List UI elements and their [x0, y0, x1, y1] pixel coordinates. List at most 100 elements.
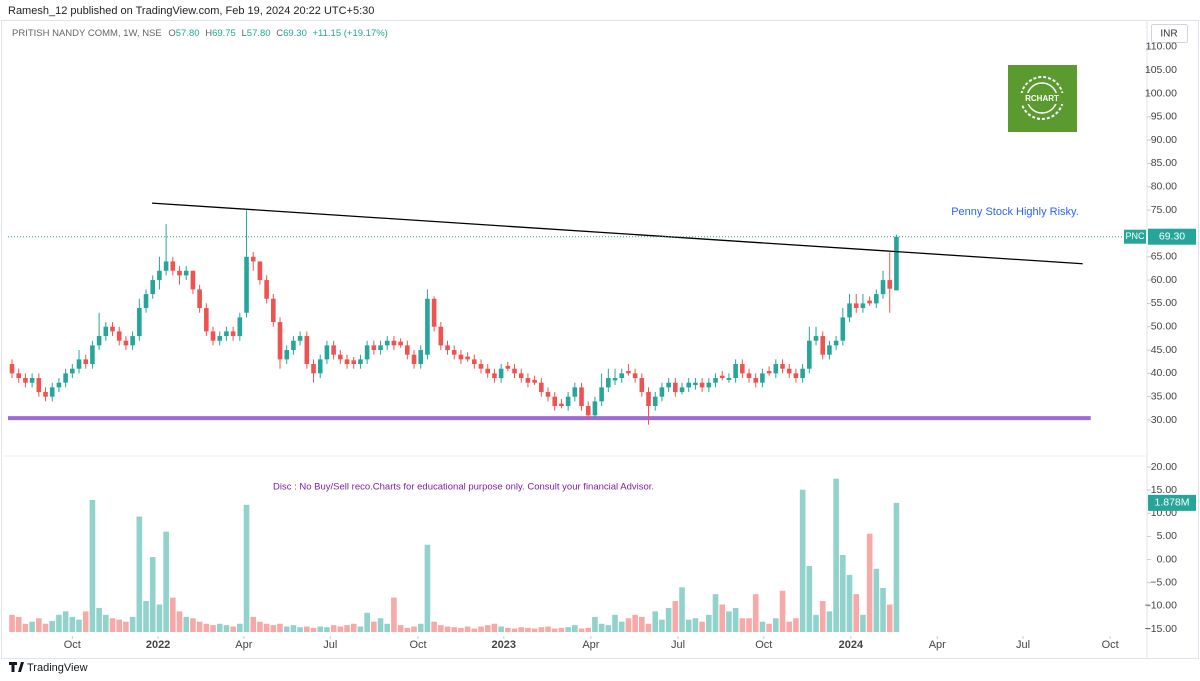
candle-body — [800, 368, 805, 379]
legend-label: H — [205, 28, 212, 39]
volume-bar — [886, 604, 893, 632]
candle-body — [250, 256, 256, 262]
volume-bar — [109, 618, 116, 632]
price-tag: 69.30 — [1159, 230, 1185, 242]
candles — [9, 210, 899, 425]
volume-bar — [826, 611, 833, 632]
candle-body — [291, 340, 296, 351]
candle-body — [217, 336, 223, 341]
volume-bar — [746, 618, 752, 632]
volume-bar — [652, 611, 659, 632]
volume-bar — [531, 628, 538, 632]
currency-box[interactable] — [1151, 24, 1188, 43]
candle-body — [378, 345, 383, 351]
candle-body — [103, 326, 109, 337]
volume-bar — [692, 618, 699, 632]
candle-body — [599, 387, 604, 402]
logo: RCHART — [1008, 65, 1077, 132]
candle-body — [244, 256, 249, 313]
candle-body — [659, 387, 665, 397]
x-tick-label: Apr — [235, 639, 252, 651]
legend-value: 69.30 — [283, 28, 307, 39]
volume-bar — [511, 628, 518, 632]
volume-bar — [29, 621, 35, 632]
volume-bar — [49, 621, 56, 632]
volume-bar — [210, 625, 216, 632]
volume-bar — [444, 626, 451, 632]
candle-body — [847, 303, 852, 318]
volume-bar — [371, 621, 377, 632]
candle-body — [63, 373, 68, 383]
candle-body — [230, 331, 236, 337]
candle-body — [740, 364, 745, 374]
volume-bar — [592, 616, 598, 632]
volume-bar — [9, 614, 15, 632]
volume-bar — [364, 612, 370, 632]
legend-value: 57.80 — [247, 28, 271, 39]
volume-bar — [498, 626, 504, 632]
volume-bar — [344, 625, 350, 632]
candle-body — [83, 359, 89, 365]
candle-body — [237, 317, 243, 337]
volume-bar — [699, 621, 705, 632]
volume-bar — [866, 533, 873, 632]
volume-bar — [243, 504, 250, 632]
candle-body — [465, 356, 470, 360]
legend-label: O — [168, 28, 175, 39]
volume-bar — [806, 566, 813, 632]
candle-body — [525, 378, 531, 383]
y-tick-label: 45.00 — [1151, 344, 1177, 356]
volume-bar — [190, 618, 196, 632]
volume-bar — [149, 557, 156, 632]
volume-bar — [438, 625, 444, 632]
candle-body — [518, 373, 524, 379]
candle-body — [632, 373, 638, 379]
x-tick-label: Oct — [64, 639, 81, 651]
candle-body — [498, 368, 504, 379]
volume-bar — [223, 625, 230, 632]
volume-bar — [712, 594, 719, 632]
y2-tick-label: −5.00 — [1150, 576, 1177, 588]
volume-bar — [82, 611, 89, 632]
legend-change: +11.15 (+19.17%) — [313, 28, 388, 39]
volume-bar — [170, 597, 176, 632]
candle-body — [532, 379, 537, 383]
candle-body — [405, 345, 410, 355]
volume-bar — [645, 623, 652, 632]
logo-band — [1019, 93, 1065, 104]
candle-body — [559, 403, 564, 407]
candle-body — [90, 345, 95, 365]
volume-bar — [230, 626, 236, 632]
candle-body — [505, 365, 511, 369]
volume-bar — [263, 623, 270, 632]
candle-body — [23, 378, 28, 383]
candle-body — [157, 270, 162, 281]
volume-bar — [69, 616, 76, 632]
logo-text: RCHART — [1025, 94, 1059, 103]
volume-bar — [853, 594, 860, 632]
candle-body — [686, 382, 692, 388]
volume-bar — [76, 619, 82, 632]
volume-bar — [417, 623, 424, 632]
candle-body — [324, 345, 330, 360]
volume-bar — [397, 625, 404, 632]
currency[interactable]: INR — [1160, 29, 1177, 40]
candle-body — [572, 387, 578, 397]
volume-bar — [759, 621, 766, 632]
candle-body — [183, 270, 189, 276]
volume-bar — [719, 604, 726, 632]
volume-bar — [813, 614, 819, 632]
legend-value: 69.75 — [212, 28, 236, 39]
volume-bar — [237, 623, 243, 632]
price-tag-symbol-box — [1124, 229, 1146, 244]
volume-bar — [330, 625, 337, 632]
volume-bar — [578, 628, 585, 632]
candle-body — [9, 364, 15, 374]
y-tick-label: 90.00 — [1151, 134, 1177, 146]
volume-bar — [257, 621, 263, 632]
candle-body — [29, 378, 35, 383]
x-tick-label: 2022 — [146, 639, 170, 651]
legend-label: L — [241, 28, 246, 39]
